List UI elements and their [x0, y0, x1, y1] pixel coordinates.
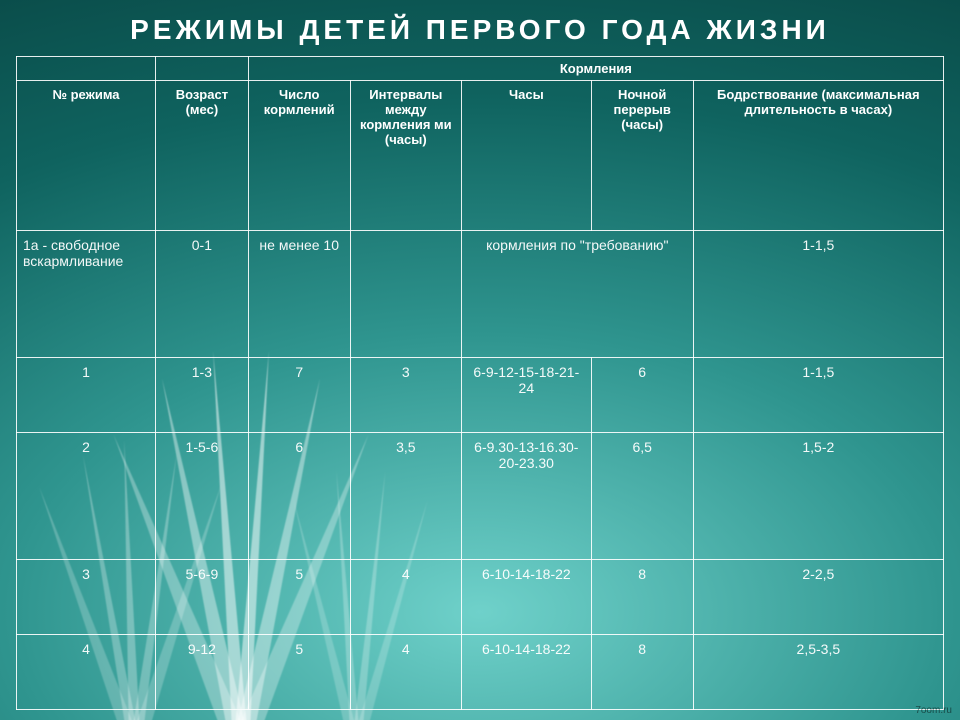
table-cell: 6 — [591, 357, 693, 432]
table-cell: 5 — [248, 559, 350, 634]
table-header-group-row: Кормления — [17, 57, 944, 81]
table-cell: 0-1 — [156, 231, 249, 358]
table-cell: 4 — [350, 634, 461, 709]
table-cell: 5-6-9 — [156, 559, 249, 634]
table-cell: 2-2,5 — [693, 559, 943, 634]
regime-table: Кормления № режимаВозраст (мес)Число кор… — [16, 56, 944, 710]
table-cell: 6-10-14-18-22 — [461, 559, 591, 634]
table-cell: 6-9-12-15-18-21-24 — [461, 357, 591, 432]
table-cell: 1а - свободное вскармливание — [17, 231, 156, 358]
table-cell: 6-9.30-13-16.30-20-23.30 — [461, 432, 591, 559]
table-cell: 1,5-2 — [693, 432, 943, 559]
table-cell: 2,5-3,5 — [693, 634, 943, 709]
table-cell: 4 — [17, 634, 156, 709]
table-cell: 3 — [17, 559, 156, 634]
table-cell: 1-1,5 — [693, 231, 943, 358]
table-cell: 9-12 — [156, 634, 249, 709]
column-header-3: Интервалы между кормления ми (часы) — [350, 81, 461, 231]
column-header-4: Часы — [461, 81, 591, 231]
table-header-row: № режимаВозраст (мес)Число кормленийИнте… — [17, 81, 944, 231]
table-cell: 6,5 — [591, 432, 693, 559]
table-cell: 6 — [248, 432, 350, 559]
header-group-feedings: Кормления — [248, 57, 943, 81]
table-row: 1а - свободное вскармливание0-1не менее … — [17, 231, 944, 358]
column-header-2: Число кормлений — [248, 81, 350, 231]
slide-stage: РЕЖИМЫ ДЕТЕЙ ПЕРВОГО ГОДА ЖИЗНИ Кормлени… — [0, 0, 960, 720]
table-cell: 1-3 — [156, 357, 249, 432]
header-blank-2 — [156, 57, 249, 81]
regime-table-wrap: Кормления № режимаВозраст (мес)Число кор… — [16, 56, 944, 710]
table-row: 11-3736-9-12-15-18-21-2461-1,5 — [17, 357, 944, 432]
table-cell: 1 — [17, 357, 156, 432]
table-cell: 1-5-6 — [156, 432, 249, 559]
table-cell: 7 — [248, 357, 350, 432]
table-cell: 8 — [591, 559, 693, 634]
table-cell: 8 — [591, 634, 693, 709]
column-header-6: Бодрствование (максимальная длительность… — [693, 81, 943, 231]
table-cell: 4 — [350, 559, 461, 634]
table-cell: 2 — [17, 432, 156, 559]
column-header-0: № режима — [17, 81, 156, 231]
table-cell: 1-1,5 — [693, 357, 943, 432]
column-header-5: Ночной перерыв (часы) — [591, 81, 693, 231]
table-cell: кормления по "требованию" — [461, 231, 693, 358]
column-header-1: Возраст (мес) — [156, 81, 249, 231]
table-cell: 6-10-14-18-22 — [461, 634, 591, 709]
page-title: РЕЖИМЫ ДЕТЕЙ ПЕРВОГО ГОДА ЖИЗНИ — [0, 14, 960, 46]
watermark: 7oom.ru — [915, 705, 952, 716]
table-cell: 5 — [248, 634, 350, 709]
table-cell — [350, 231, 461, 358]
table-cell: 3,5 — [350, 432, 461, 559]
table-cell: не менее 10 — [248, 231, 350, 358]
table-cell: 3 — [350, 357, 461, 432]
table-body: 1а - свободное вскармливание0-1не менее … — [17, 231, 944, 710]
table-row: 21-5-663,56-9.30-13-16.30-20-23.306,51,5… — [17, 432, 944, 559]
table-row: 35-6-9546-10-14-18-2282-2,5 — [17, 559, 944, 634]
header-blank-1 — [17, 57, 156, 81]
table-row: 49-12546-10-14-18-2282,5-3,5 — [17, 634, 944, 709]
